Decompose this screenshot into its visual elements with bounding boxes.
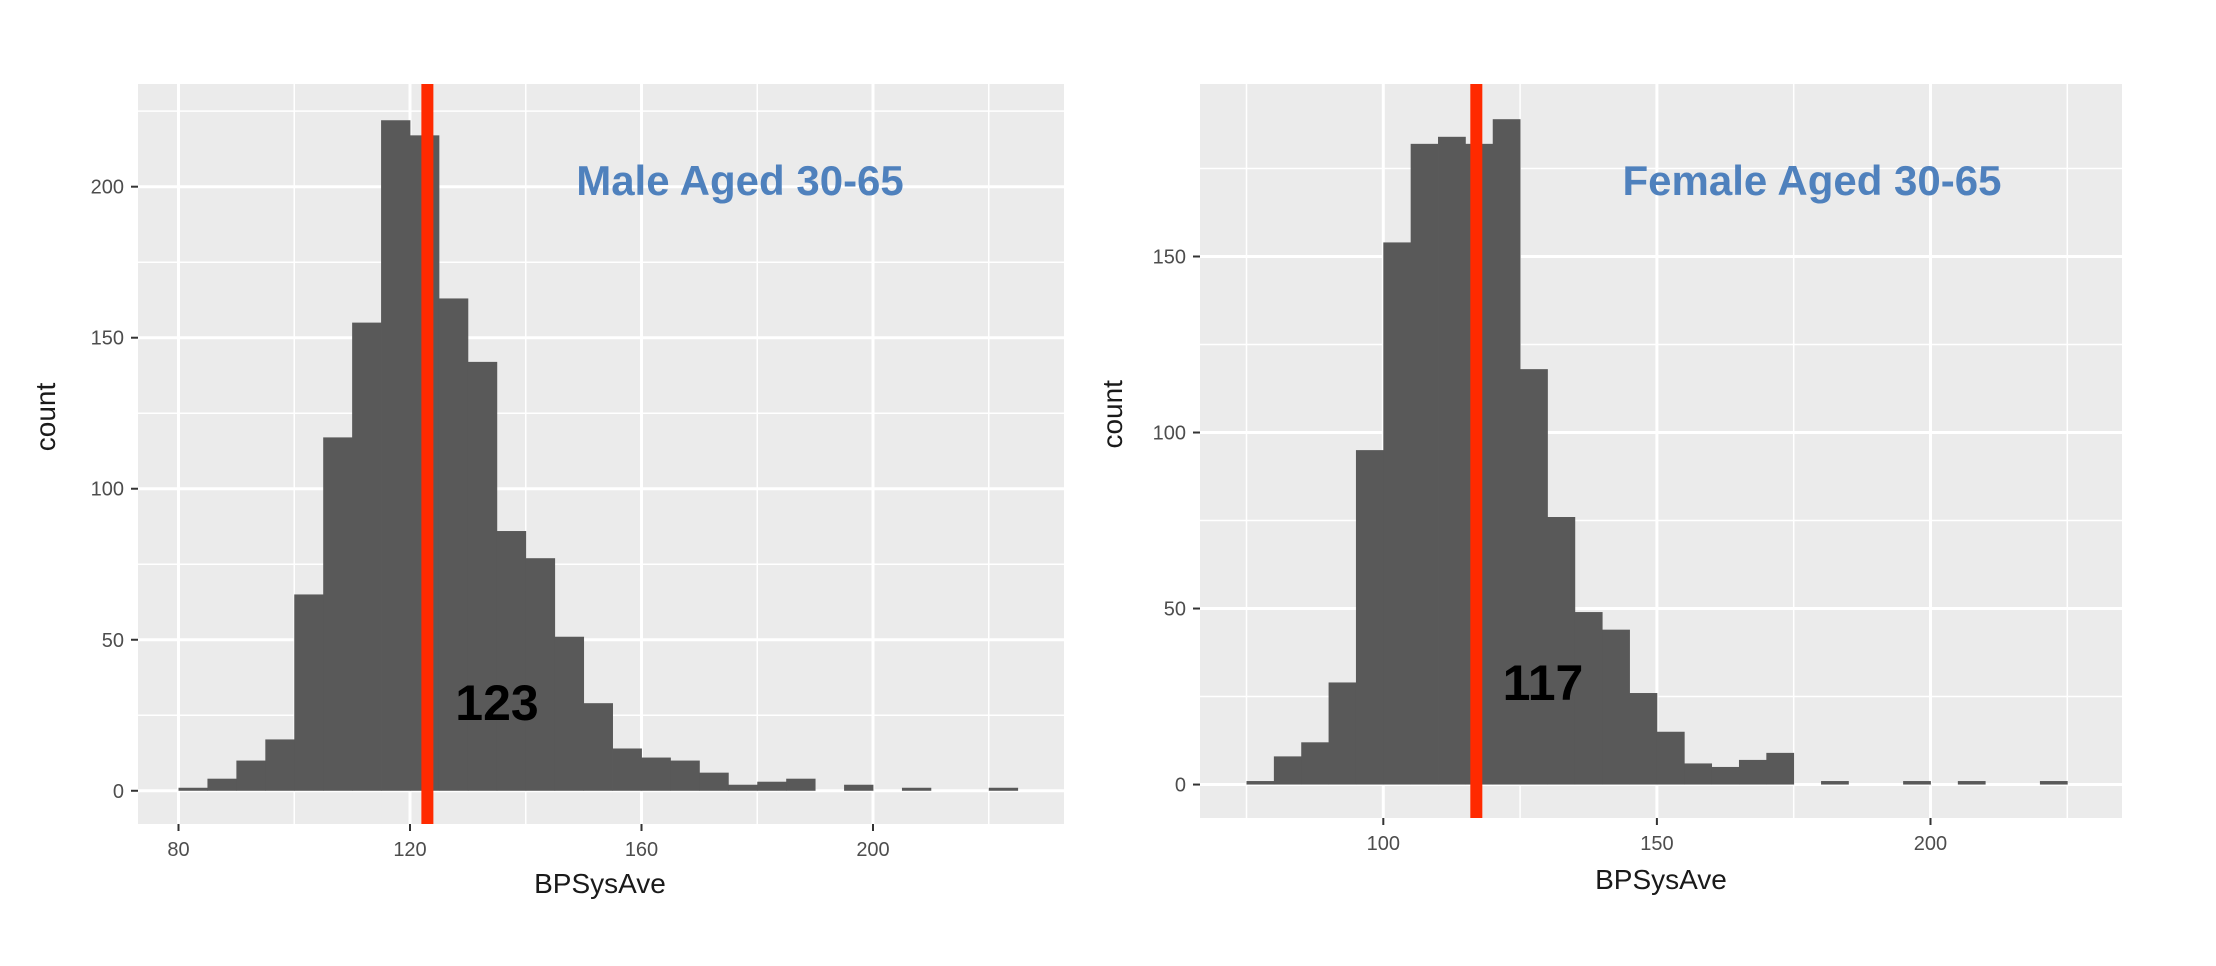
male-histogram-bar xyxy=(178,787,208,791)
female-histogram-bar xyxy=(1602,629,1630,785)
male-mean-line xyxy=(421,84,434,824)
female-histogram-bar xyxy=(1684,763,1713,785)
male-x-tick-label: 80 xyxy=(167,839,189,861)
male-histogram-bar xyxy=(844,784,874,791)
female-histogram-bar xyxy=(1574,612,1603,785)
male-histogram-bar xyxy=(496,531,527,791)
female-histogram-panel: 100 150 200 0 50 100 150 BPSysAve count Female Ag… xyxy=(1097,84,2122,895)
female-histogram-bar xyxy=(1711,766,1740,785)
male-histogram-bar xyxy=(236,760,266,791)
male-histogram-bar xyxy=(381,120,411,791)
male-histogram-bar xyxy=(670,760,700,791)
male-histogram-bar xyxy=(901,787,932,791)
male-y-tick-label: 0 xyxy=(113,781,124,803)
male-histogram-bar xyxy=(323,437,353,791)
male-histogram-bar xyxy=(786,778,816,791)
male-histogram-bar xyxy=(583,703,613,791)
male-histogram-bar xyxy=(641,757,671,791)
male-histogram-bar xyxy=(525,558,556,791)
male-histogram-bar xyxy=(554,636,585,791)
male-histogram-bar xyxy=(467,361,498,791)
female-histogram-bar xyxy=(1410,143,1439,785)
female-y-tick-label: 50 xyxy=(1164,599,1186,621)
female-y-axis-title: count xyxy=(1097,380,1128,449)
female-y-tick-label: 150 xyxy=(1153,246,1186,268)
female-histogram-bar xyxy=(1492,119,1521,785)
female-histogram-bar xyxy=(1821,781,1849,785)
female-histogram-bar xyxy=(1328,682,1357,785)
male-y-tick-label: 100 xyxy=(91,479,124,501)
male-y-tick-label: 200 xyxy=(91,177,124,199)
female-histogram-bar xyxy=(1520,369,1548,785)
female-histogram-bar xyxy=(1383,242,1412,785)
male-x-tick-label: 200 xyxy=(856,839,889,861)
female-histogram-bar xyxy=(1957,781,1986,785)
male-y-axis-title: count xyxy=(30,383,61,452)
male-histogram-bar xyxy=(988,787,1019,791)
female-y-tick-label: 0 xyxy=(1175,775,1186,797)
male-x-tick-label: 160 xyxy=(625,839,658,861)
male-histogram-panel: 80 120 160 200 0 50 100 150 200 BPSysAve count Male… xyxy=(30,84,1064,899)
male-y-tick-label: 50 xyxy=(102,630,124,652)
female-histogram-bar xyxy=(1738,759,1767,785)
male-x-axis-title: BPSysAve xyxy=(534,868,666,899)
female-histogram-bar xyxy=(1438,136,1466,785)
male-histogram-bar xyxy=(294,594,324,791)
male-histogram-bar xyxy=(612,748,642,791)
female-histogram-bar xyxy=(1547,517,1576,785)
male-y-tick-label: 150 xyxy=(91,328,124,350)
male-histogram-bar xyxy=(757,781,787,791)
female-mean-line xyxy=(1470,84,1483,818)
female-histogram-bar xyxy=(1273,756,1302,785)
male-chart-title: Male Aged 30-65 xyxy=(576,157,904,204)
female-histogram-bar xyxy=(2039,781,2068,785)
female-histogram-bar xyxy=(1246,781,1275,785)
female-histogram-bar xyxy=(1766,752,1795,785)
female-x-tick-label: 100 xyxy=(1367,833,1400,855)
male-histogram-bar xyxy=(728,784,758,791)
male-histogram-bar xyxy=(265,739,295,791)
female-histogram-bar xyxy=(1656,731,1685,785)
female-chart-title: Female Aged 30-65 xyxy=(1623,157,2002,204)
male-x-tick-label: 120 xyxy=(393,839,426,861)
female-histogram-bar xyxy=(1355,450,1384,785)
male-histogram-bar xyxy=(352,322,382,791)
female-x-axis-title: BPSysAve xyxy=(1595,864,1727,895)
male-plot-background xyxy=(138,84,1064,824)
female-mean-value-label: 117 xyxy=(1503,655,1584,711)
female-histogram-bar xyxy=(1629,693,1658,785)
male-mean-value-label: 123 xyxy=(455,675,538,731)
female-histogram-bar xyxy=(1301,742,1329,785)
male-histogram-bar xyxy=(438,298,469,791)
female-x-tick-label: 150 xyxy=(1640,833,1673,855)
female-x-tick-label: 200 xyxy=(1914,833,1947,855)
male-histogram-bar xyxy=(207,778,237,791)
female-histogram-bar xyxy=(1903,781,1931,785)
male-histogram-bar xyxy=(699,772,729,791)
female-y-tick-label: 100 xyxy=(1153,423,1186,445)
